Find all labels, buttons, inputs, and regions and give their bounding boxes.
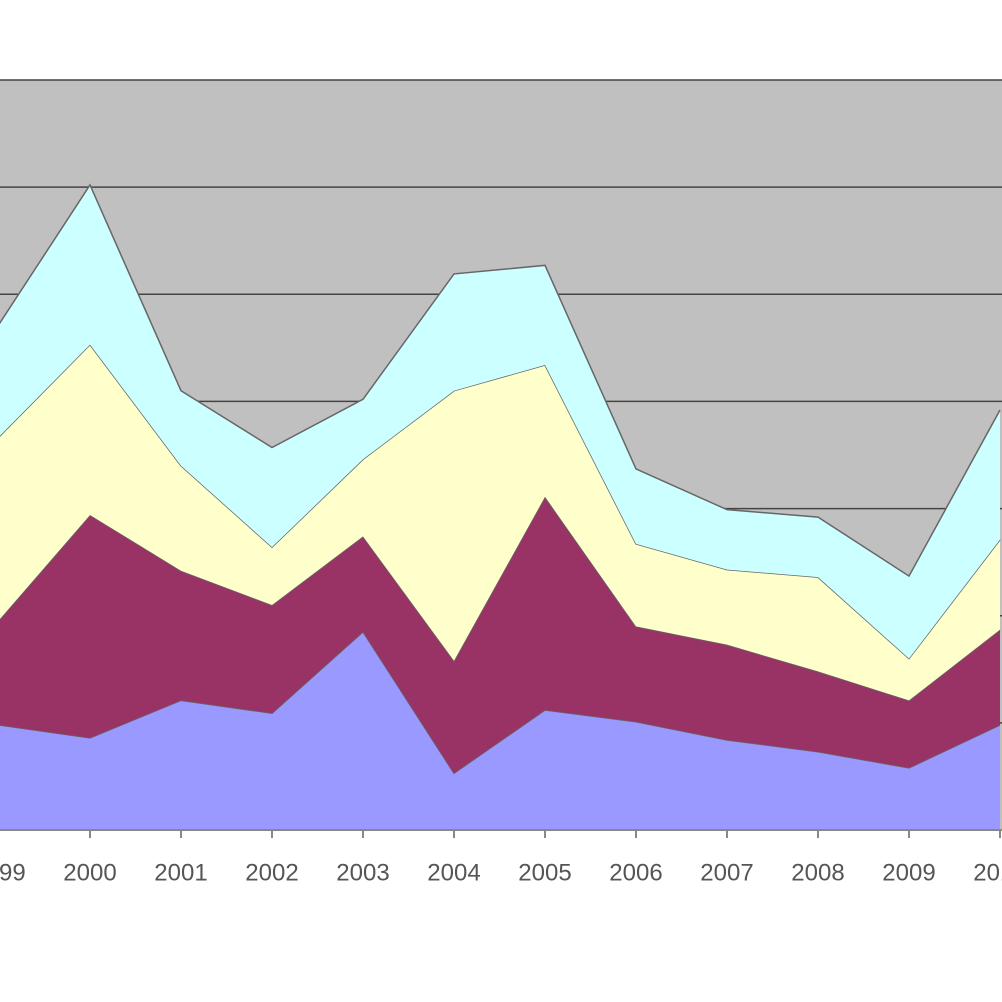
x-tick-label: 2003	[336, 859, 389, 886]
x-tick-label: 2008	[791, 859, 844, 886]
area	[0, 631, 1000, 830]
area	[0, 185, 1000, 659]
x-tick-label: 2009	[882, 859, 935, 886]
x-tick-label: 2000	[63, 859, 116, 886]
area-edge	[0, 183, 1001, 578]
x-tick-label: 2002	[245, 859, 298, 886]
x-tick-label: 2007	[700, 859, 753, 886]
x-tick-label: 2001	[154, 859, 207, 886]
area	[0, 344, 1000, 701]
x-tick-label: 2005	[518, 859, 571, 886]
x-tick-label: 2004	[427, 859, 480, 886]
x-tick-label: 2010	[973, 859, 1002, 886]
x-tick-label: 1999	[0, 859, 26, 886]
area	[0, 496, 1000, 774]
x-tick-label: 2006	[609, 859, 662, 886]
